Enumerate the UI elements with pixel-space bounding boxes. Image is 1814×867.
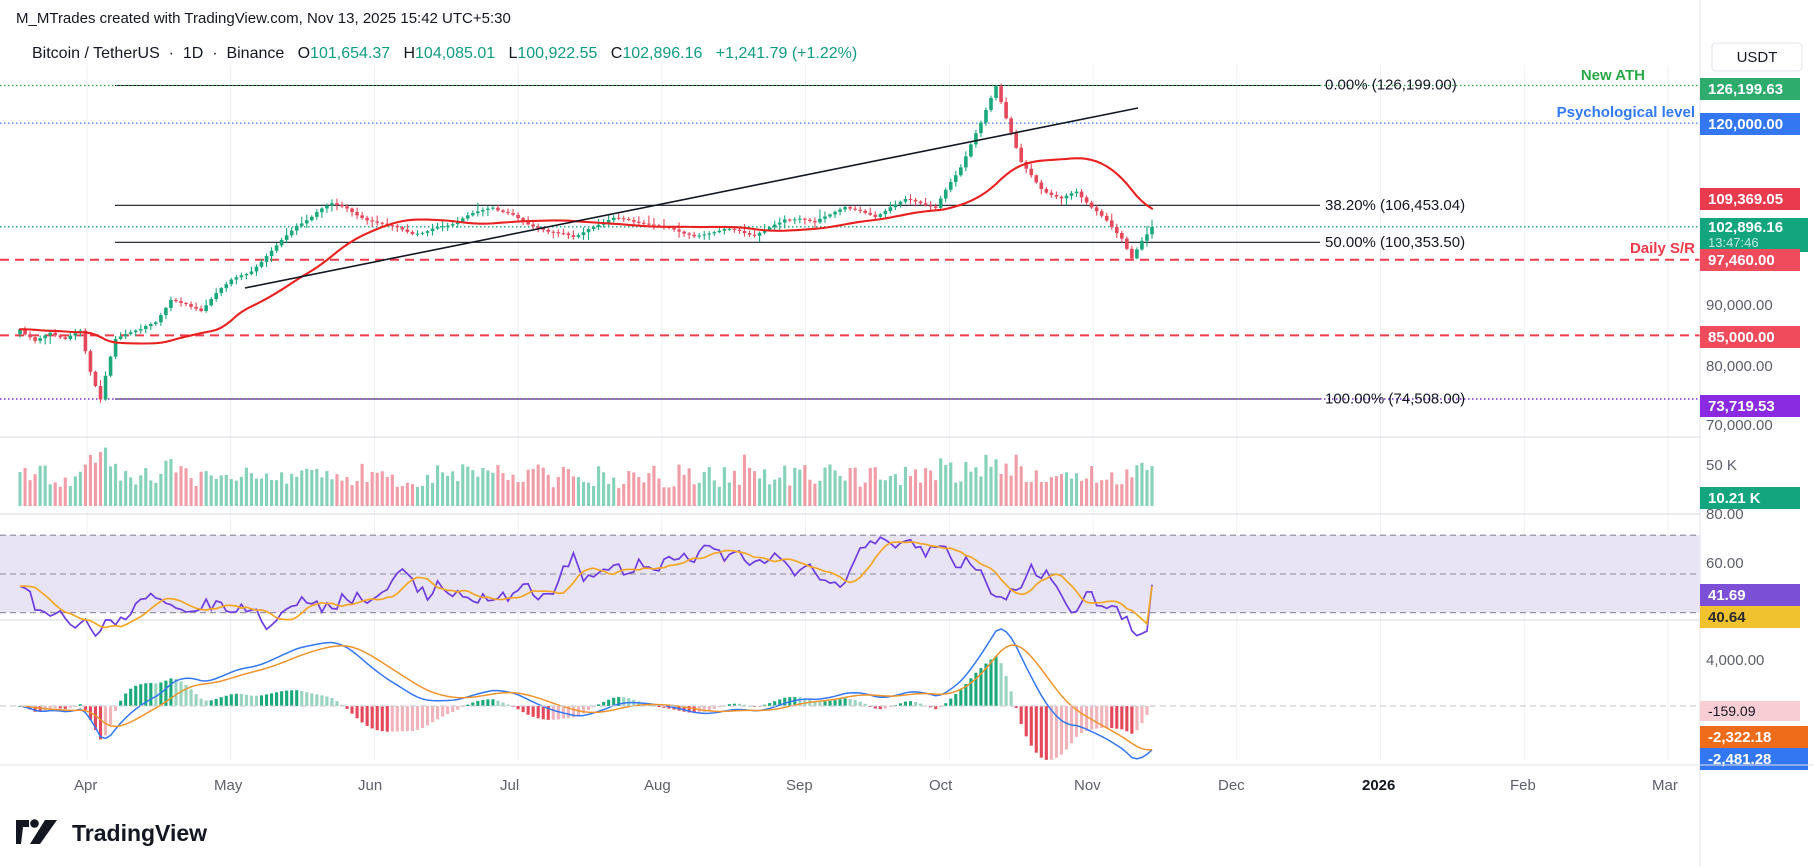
svg-text:100.00% (74,508.00): 100.00% (74,508.00) (1325, 391, 1465, 408)
svg-text:80.00: 80.00 (1706, 506, 1744, 523)
svg-text:85,000.00: 85,000.00 (1708, 329, 1775, 346)
svg-text:50.00% (100,353.50): 50.00% (100,353.50) (1325, 234, 1465, 251)
svg-text:10.21 K: 10.21 K (1708, 490, 1761, 507)
svg-text:13:47:46: 13:47:46 (1708, 235, 1759, 250)
svg-text:Mar: Mar (1652, 777, 1678, 794)
svg-text:USDT: USDT (1737, 49, 1778, 66)
svg-text:80,000.00: 80,000.00 (1706, 358, 1773, 375)
svg-text:Jun: Jun (358, 777, 382, 794)
svg-text:73,719.53: 73,719.53 (1708, 398, 1775, 415)
svg-text:0.00% (126,199.00): 0.00% (126,199.00) (1325, 77, 1457, 94)
svg-text:50 K: 50 K (1706, 457, 1737, 474)
svg-text:126,199.63: 126,199.63 (1708, 81, 1783, 98)
svg-text:Feb: Feb (1510, 777, 1536, 794)
svg-text:-2,322.18: -2,322.18 (1708, 729, 1771, 746)
svg-text:-159.09: -159.09 (1708, 703, 1756, 719)
svg-text:Jul: Jul (500, 777, 519, 794)
svg-text:41.69: 41.69 (1708, 587, 1746, 604)
svg-text:Sep: Sep (786, 777, 813, 794)
svg-text:Oct: Oct (929, 777, 953, 794)
svg-text:New ATH: New ATH (1581, 67, 1645, 84)
svg-text:109,369.05: 109,369.05 (1708, 191, 1783, 208)
svg-text:Apr: Apr (74, 777, 97, 794)
svg-text:Dec: Dec (1218, 777, 1245, 794)
svg-text:102,896.16: 102,896.16 (1708, 219, 1783, 236)
svg-text:60.00: 60.00 (1706, 555, 1744, 572)
svg-text:70,000.00: 70,000.00 (1706, 417, 1773, 434)
svg-text:97,460.00: 97,460.00 (1708, 252, 1775, 269)
svg-text:40.64: 40.64 (1708, 609, 1746, 626)
svg-text:Aug: Aug (644, 777, 671, 794)
svg-text:2026: 2026 (1362, 777, 1395, 794)
svg-text:4,000.00: 4,000.00 (1706, 652, 1764, 669)
svg-text:38.20% (106,453.04): 38.20% (106,453.04) (1325, 197, 1465, 214)
svg-text:Psychological level: Psychological level (1557, 104, 1695, 121)
svg-text:120,000.00: 120,000.00 (1708, 116, 1783, 133)
svg-text:Daily S/R: Daily S/R (1630, 240, 1695, 257)
svg-text:Nov: Nov (1074, 777, 1101, 794)
svg-text:TradingView: TradingView (72, 820, 207, 846)
svg-text:May: May (214, 777, 243, 794)
svg-text:90,000.00: 90,000.00 (1706, 297, 1773, 314)
